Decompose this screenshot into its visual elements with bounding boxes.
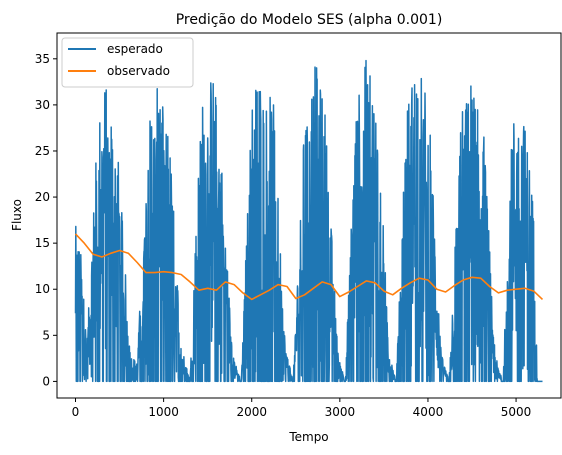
y-tick-label: 35 [35,52,50,66]
legend-box [61,37,194,88]
x-tick-label: 0 [72,405,80,419]
x-axis: 0 1000 2000 3000 4000 5000 [72,398,532,419]
x-tick-label: 1000 [148,405,179,419]
y-tick-label: 30 [35,98,50,112]
x-axis-label: Tempo [288,430,328,444]
y-axis-label: Fluxo [10,199,24,231]
series-line-esperado [74,59,544,383]
y-tick-label: 15 [35,236,50,250]
x-tick-label: 2000 [236,405,267,419]
y-tick-label: 10 [35,282,50,296]
chart-title: Predição do Modelo SES (alpha 0.001) [176,12,443,28]
legend: esperado observado [61,37,194,88]
x-tick-label: 3000 [325,405,356,419]
plot-area [74,59,544,383]
y-tick-label: 25 [35,144,50,158]
axes-frame [56,32,562,399]
y-tick-label: 0 [42,374,50,388]
legend-label-observado: observado [107,64,170,78]
series-line-observado [74,233,544,301]
legend-label-esperado: esperado [107,42,163,56]
x-tick-label: 4000 [413,405,444,419]
x-tick-label: 5000 [501,405,532,419]
y-tick-label: 5 [42,328,50,342]
y-axis: 0 5 10 15 20 25 30 35 [35,52,57,388]
y-tick-label: 20 [35,190,50,204]
